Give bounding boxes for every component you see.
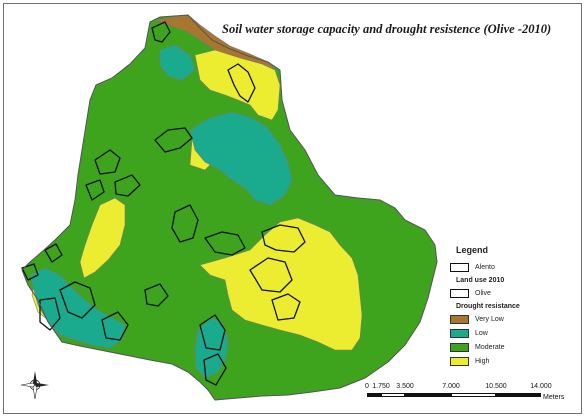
legend-item-low: Low xyxy=(450,329,488,338)
region-high xyxy=(199,217,363,351)
legend-label-high: High xyxy=(475,358,490,365)
region-high xyxy=(194,49,281,121)
alento-boundary xyxy=(21,14,438,401)
scale-bar: 0 1.750 3.500 7.000 10.500 14.000 Meters xyxy=(365,381,570,407)
legend-item-very-low: Very Low xyxy=(450,315,504,324)
olive-parcel xyxy=(154,127,193,153)
olive-parcel xyxy=(59,281,96,319)
olive-parcel xyxy=(171,204,199,243)
legend-land-use-title: Land use 2010 xyxy=(456,277,505,284)
legend: Legend Alento Land use 2010 Olive Drough… xyxy=(450,243,578,368)
olive-parcel xyxy=(249,257,293,293)
olive-parcel xyxy=(203,353,227,386)
olive-parcel xyxy=(271,293,301,321)
olive-parcel xyxy=(101,311,129,341)
legend-swatch-olive xyxy=(450,289,469,298)
legend-label-alento: Alento xyxy=(475,264,495,271)
legend-label-olive: Olive xyxy=(475,290,491,297)
scale-segment xyxy=(381,393,405,397)
legend-drought-title: Drought resistance xyxy=(456,303,520,310)
olive-parcel xyxy=(85,179,105,201)
olive-parcel xyxy=(151,21,171,43)
legend-title: Legend xyxy=(456,245,489,255)
olive-parcel xyxy=(199,314,226,351)
scale-segment xyxy=(367,393,381,397)
legend-swatch-alento xyxy=(450,263,469,272)
legend-item-olive: Olive xyxy=(450,289,491,298)
legend-label-very-low: Very Low xyxy=(475,316,504,323)
olive-parcel xyxy=(204,231,246,256)
region-high xyxy=(79,197,126,279)
legend-item-moderate: Moderate xyxy=(450,343,505,352)
legend-swatch-very-low xyxy=(450,315,469,324)
olive-parcel xyxy=(261,224,306,253)
legend-item-alento: Alento xyxy=(450,263,495,272)
region-low xyxy=(194,317,229,379)
legend-swatch-low xyxy=(450,329,469,338)
legend-label-moderate: Moderate xyxy=(475,344,505,351)
olive-parcel xyxy=(39,297,61,331)
scale-tick-label: 0 xyxy=(365,383,369,390)
olive-parcel xyxy=(94,149,121,175)
olive-parcel xyxy=(144,283,169,307)
scale-unit: Meters xyxy=(543,394,565,401)
scale-tick-label: 1.750 xyxy=(372,383,390,390)
legend-swatch-moderate xyxy=(450,343,469,352)
scale-tick-label: 3.500 xyxy=(396,383,414,390)
region-low xyxy=(189,111,293,206)
olive-parcels xyxy=(21,21,306,386)
olive-parcel xyxy=(114,174,141,197)
map-title: Soil water storage capacity and drought … xyxy=(222,22,552,36)
legend-swatch-high xyxy=(450,357,469,366)
region-low xyxy=(159,44,196,81)
olive-parcel xyxy=(44,243,63,263)
scale-segment xyxy=(405,393,451,397)
olive-parcel xyxy=(21,263,39,281)
legend-item-high: High xyxy=(450,357,489,366)
scale-tick-label: 14.000 xyxy=(530,383,552,390)
scale-tick-label: 10.500 xyxy=(485,383,507,390)
scale-segment xyxy=(451,393,496,397)
scale-tick-label: 7.000 xyxy=(442,383,460,390)
olive-parcel xyxy=(227,63,256,103)
north-arrow-icon xyxy=(20,371,49,400)
scale-segment xyxy=(496,393,541,397)
legend-label-low: Low xyxy=(475,330,488,337)
